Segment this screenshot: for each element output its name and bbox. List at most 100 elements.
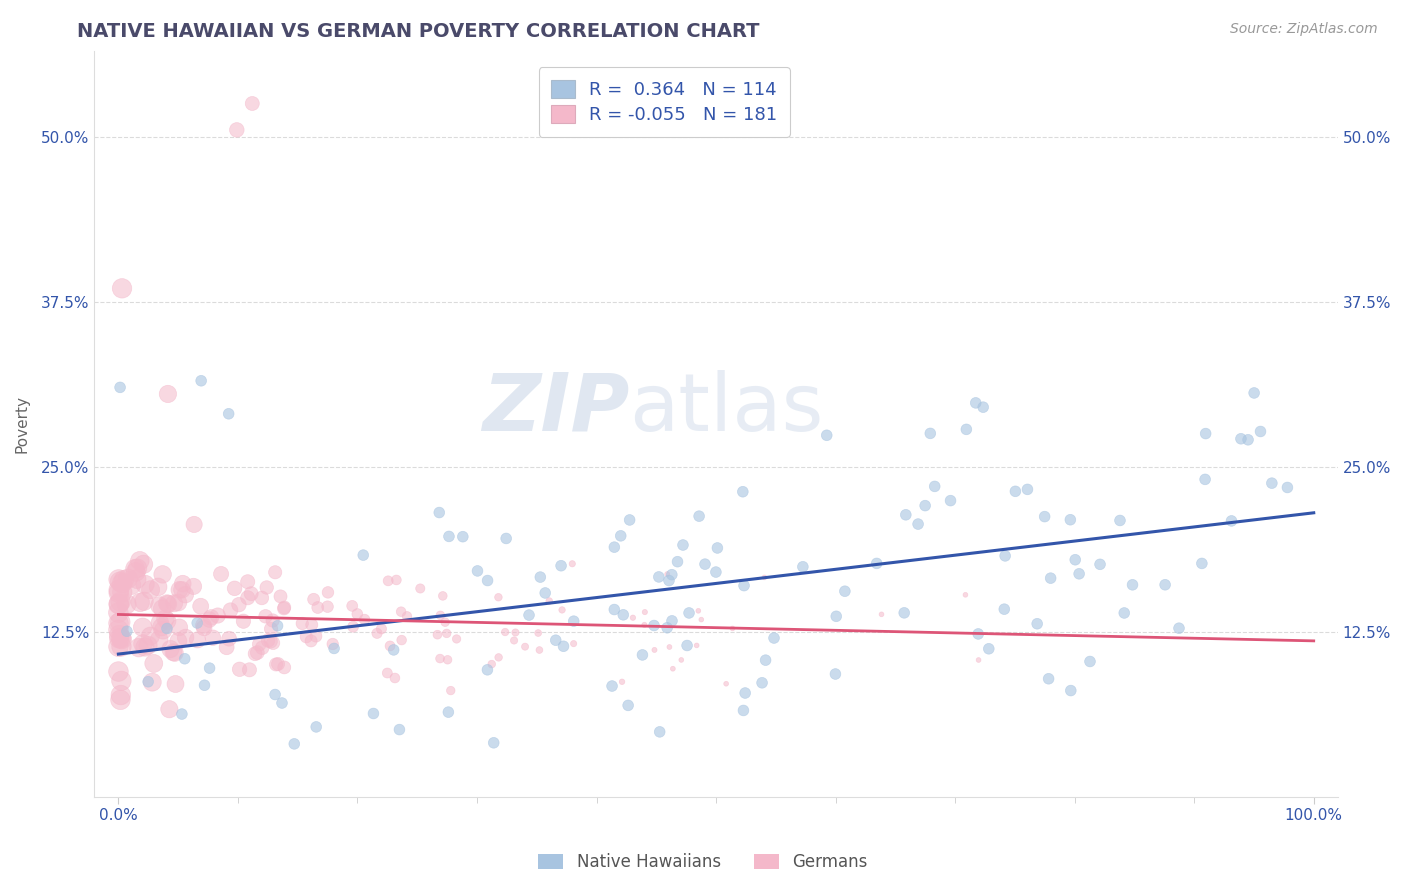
Point [260, 622, 283, 636]
Point [209, 566, 232, 581]
Text: atlas: atlas [628, 370, 824, 448]
Point [388, 723, 411, 737]
Point [672, 538, 695, 552]
Point [139, 629, 162, 643]
Point [124, 562, 146, 576]
Point [378, 639, 401, 653]
Point [426, 628, 449, 642]
Point [1004, 484, 1026, 499]
Point [1033, 509, 1056, 524]
Point [972, 400, 994, 414]
Point [409, 582, 432, 596]
Point [112, 573, 135, 587]
Point [676, 639, 699, 653]
Point [544, 633, 567, 648]
Point [108, 380, 131, 394]
Point [193, 618, 215, 632]
Point [186, 615, 208, 630]
Point [714, 677, 737, 691]
Point [693, 557, 716, 571]
Point [136, 674, 159, 689]
Point [108, 628, 131, 642]
Point [1060, 683, 1083, 698]
Point [427, 506, 450, 520]
Point [1017, 483, 1039, 497]
Point [167, 634, 190, 648]
Point [612, 607, 634, 622]
Point [218, 407, 240, 421]
Point [247, 637, 270, 651]
Legend: R =  0.364   N = 114, R = -0.055   N = 181: R = 0.364 N = 114, R = -0.055 N = 181 [538, 67, 790, 136]
Point [792, 559, 814, 574]
Point [977, 641, 1000, 656]
Point [127, 561, 149, 575]
Point [218, 632, 240, 646]
Point [273, 601, 295, 615]
Point [643, 618, 665, 632]
Point [228, 662, 250, 676]
Point [529, 643, 551, 657]
Point [305, 629, 328, 643]
Point [1121, 578, 1143, 592]
Point [110, 688, 132, 702]
Point [110, 693, 132, 707]
Point [965, 396, 987, 410]
Point [295, 630, 318, 644]
Point [1059, 513, 1081, 527]
Point [107, 665, 129, 679]
Point [657, 567, 679, 582]
Point [183, 517, 205, 532]
Point [1261, 476, 1284, 491]
Point [366, 626, 388, 640]
Point [384, 671, 406, 685]
Point [125, 572, 148, 586]
Point [224, 582, 246, 596]
Point [1194, 472, 1216, 486]
Point [503, 633, 526, 648]
Point [609, 529, 631, 543]
Point [467, 564, 489, 578]
Point [662, 662, 685, 676]
Point [264, 566, 287, 580]
Point [152, 567, 174, 582]
Point [238, 663, 260, 677]
Point [150, 601, 173, 615]
Point [148, 632, 170, 647]
Point [495, 532, 517, 546]
Point [225, 123, 247, 137]
Point [264, 657, 287, 672]
Point [661, 614, 683, 628]
Point [482, 736, 505, 750]
Point [870, 607, 893, 622]
Point [108, 574, 131, 589]
Point [107, 583, 129, 598]
Point [1114, 606, 1136, 620]
Point [273, 660, 295, 674]
Point [165, 677, 187, 691]
Point [257, 633, 280, 648]
Point [266, 619, 288, 633]
Point [488, 650, 510, 665]
Point [1039, 571, 1062, 585]
Point [270, 590, 292, 604]
Point [236, 574, 259, 589]
Point [893, 606, 915, 620]
Point [174, 588, 197, 602]
Point [721, 622, 744, 636]
Point [262, 614, 284, 628]
Point [117, 572, 139, 586]
Point [163, 596, 186, 610]
Point [155, 612, 177, 626]
Point [751, 675, 773, 690]
Point [429, 651, 451, 665]
Point [167, 620, 190, 634]
Point [228, 598, 250, 612]
Point [967, 653, 990, 667]
Point [755, 653, 778, 667]
Point [132, 594, 155, 608]
Point [132, 637, 155, 651]
Point [110, 615, 132, 629]
Point [395, 609, 418, 624]
Point [256, 581, 278, 595]
Point [994, 549, 1017, 563]
